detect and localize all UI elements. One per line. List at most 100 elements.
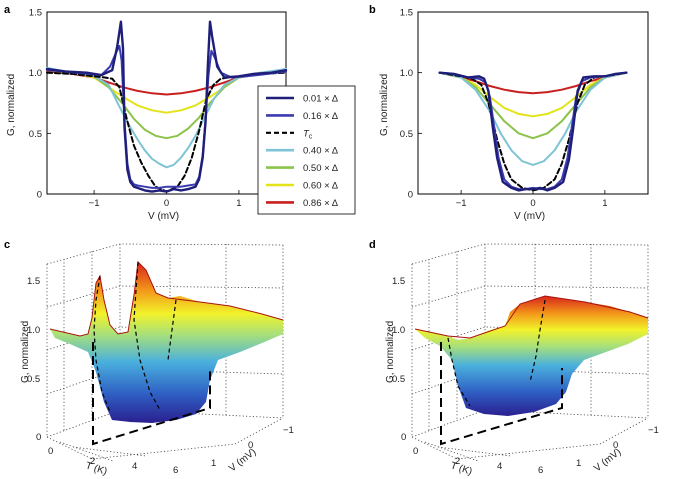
panel-d-t-ticks: 0 2 4 6 xyxy=(413,446,543,476)
legend-label: 0.86 × Δ xyxy=(303,198,339,209)
panel-d-vtick: −1 xyxy=(648,425,659,436)
panel-d-zlabel: G, normalized xyxy=(385,321,396,383)
panel-d-z-ticks: 1.5 1.0 0.5 0 xyxy=(392,276,406,443)
panel-d-surface-body xyxy=(415,296,648,416)
panel-b-ytick-label: 1.5 xyxy=(400,8,413,19)
panel-a-ytick-label: 0.5 xyxy=(29,129,42,140)
panel-c-v-ticks: 1 0 −1 xyxy=(211,425,294,469)
panel-d-surface xyxy=(414,295,649,416)
panel-c-vtick: 1 xyxy=(211,458,216,469)
panel-d: d 1.5 1.0 0.5 0 0 2 4 6 1 0 −1 G, normal… xyxy=(369,239,659,478)
panel-a-ytick-label: 0 xyxy=(37,190,42,201)
panel-a-label: a xyxy=(4,4,11,16)
panel-a-series xyxy=(45,20,288,193)
panel-c: c 1.5 1.0 0.5 0 0 2 4 6 1 0 −1 G, normal… xyxy=(4,239,294,478)
panel-a-series-line xyxy=(45,20,288,193)
panel-c-ttick: 6 xyxy=(173,465,178,476)
panel-d-tc-curve xyxy=(447,337,471,407)
panel-b-series-line xyxy=(438,71,628,192)
panel-c-ztick: 1.5 xyxy=(27,276,40,287)
legend: 0.01 × Δ 0.16 × Δ Tc 0.40 × Δ 0.50 × Δ 0.60 ×… xyxy=(257,85,356,215)
panel-c-ztick: 1.0 xyxy=(27,325,40,336)
panel-b-x-ticks: −1 0 1 xyxy=(456,190,608,209)
panel-d-ztick: 0.5 xyxy=(392,374,405,385)
panel-c-tlabel: T (K) xyxy=(84,460,108,477)
legend-label: 0.60 × Δ xyxy=(303,181,339,192)
panel-b-series-line xyxy=(438,71,628,166)
panel-c-ttick: 0 xyxy=(48,446,53,457)
panel-d-tc-curve-2 xyxy=(529,299,546,383)
panel-b-y-ticks: 0 0.5 1.0 1.5 xyxy=(400,8,422,201)
panel-a-ytick-label: 1.0 xyxy=(29,68,42,79)
panel-b-series xyxy=(438,71,628,192)
legend-label: Tc xyxy=(303,128,313,140)
panel-c-z-ticks: 1.5 1.0 0.5 0 xyxy=(27,276,41,443)
panel-d-surface-ridge xyxy=(414,295,649,339)
panel-b-series-line xyxy=(438,71,628,191)
panel-a: a 0 0.5 1.0 1.5 −1 0 1 G, normalized V (mV) 0… xyxy=(4,4,356,222)
panel-d-ttick: 4 xyxy=(497,461,502,472)
panel-d-label: d xyxy=(369,239,376,251)
panel-b: b 0 0.5 1.0 1.5 −1 0 1 G, normalized V (mV) xyxy=(369,4,649,222)
panel-c-tc-curve xyxy=(93,275,111,413)
legend-label: 0.50 × Δ xyxy=(303,163,339,174)
panel-a-xtick-label: −1 xyxy=(89,198,100,209)
panel-b-series-line xyxy=(438,71,628,118)
panel-b-plot-frame xyxy=(417,11,649,195)
panel-d-vtick: 1 xyxy=(576,458,581,469)
panel-a-xtick-label: 0 xyxy=(164,198,169,209)
panel-c-ztick: 0 xyxy=(36,432,41,443)
panel-d-ztick: 1.5 xyxy=(392,276,405,287)
legend-label: 0.01 × Δ xyxy=(303,94,339,105)
panel-a-series-line xyxy=(46,71,287,193)
panel-d-tlabel: T (K) xyxy=(449,460,473,477)
panel-c-tc-curve-3 xyxy=(167,299,177,361)
legend-label: 0.40 × Δ xyxy=(303,146,339,157)
panel-b-xlabel: V (mV) xyxy=(514,211,545,222)
panel-a-y-ticks: 0 0.5 1.0 1.5 xyxy=(29,8,51,201)
panel-d-ttick: 2 xyxy=(455,456,460,467)
panel-d-ztick: 1.0 xyxy=(392,325,405,336)
panel-d-v-ticks: 1 0 −1 xyxy=(576,425,659,469)
panel-b-ytick-label: 1.0 xyxy=(400,68,413,79)
panel-a-series-line xyxy=(46,66,287,169)
panel-c-surface-ridge xyxy=(49,260,284,337)
panel-c-ztick: 0.5 xyxy=(27,374,40,385)
panel-b-ylabel: G, normalized xyxy=(379,74,390,136)
legend-label: 0.16 × Δ xyxy=(303,111,339,122)
panel-c-ttick: 2 xyxy=(90,456,95,467)
panel-a-xlabel: V (mV) xyxy=(148,211,179,222)
panel-b-ytick-label: 0 xyxy=(408,190,413,201)
panel-c-tc-curve-2 xyxy=(133,261,161,411)
panel-c-vlabel: V (mV) xyxy=(227,447,258,475)
panel-d-vtick: 0 xyxy=(613,440,618,451)
panel-a-series-line xyxy=(46,68,287,140)
panel-b-series-line xyxy=(438,71,628,192)
panel-c-ttick: 4 xyxy=(132,461,137,472)
legend-items: 0.01 × Δ 0.16 × Δ Tc 0.40 × Δ 0.50 × Δ 0.60 ×… xyxy=(266,94,339,209)
panel-c-tc-plane xyxy=(92,342,211,446)
panel-b-xtick-label: 1 xyxy=(602,198,607,209)
panel-b-label: b xyxy=(369,4,376,16)
panel-d-tc-plane xyxy=(440,342,563,446)
panel-c-surface-body xyxy=(50,262,283,423)
panel-a-xtick-label: 1 xyxy=(236,198,241,209)
panel-d-ttick: 0 xyxy=(413,446,418,457)
panel-a-ylabel: G, normalized xyxy=(6,74,17,136)
panel-b-xtick-label: −1 xyxy=(456,198,467,209)
panel-d-vlabel: V (mV) xyxy=(592,447,623,475)
panel-c-label: c xyxy=(4,239,10,251)
panel-b-ytick-label: 0.5 xyxy=(400,129,413,140)
panel-c-vtick: −1 xyxy=(283,425,294,436)
panel-b-xtick-label: 0 xyxy=(530,198,535,209)
panel-c-surface xyxy=(49,260,284,423)
panel-d-ttick: 6 xyxy=(538,465,543,476)
panel-d-ztick: 0 xyxy=(401,432,406,443)
panel-a-ytick-label: 1.5 xyxy=(29,8,42,19)
panel-b-series-line xyxy=(438,71,628,140)
panel-c-t-ticks: 0 2 4 6 xyxy=(48,446,178,476)
panel-c-vtick: 0 xyxy=(248,440,253,451)
panel-c-zlabel: G, normalized xyxy=(20,321,31,383)
panel-a-x-ticks: −1 0 1 xyxy=(89,190,242,209)
